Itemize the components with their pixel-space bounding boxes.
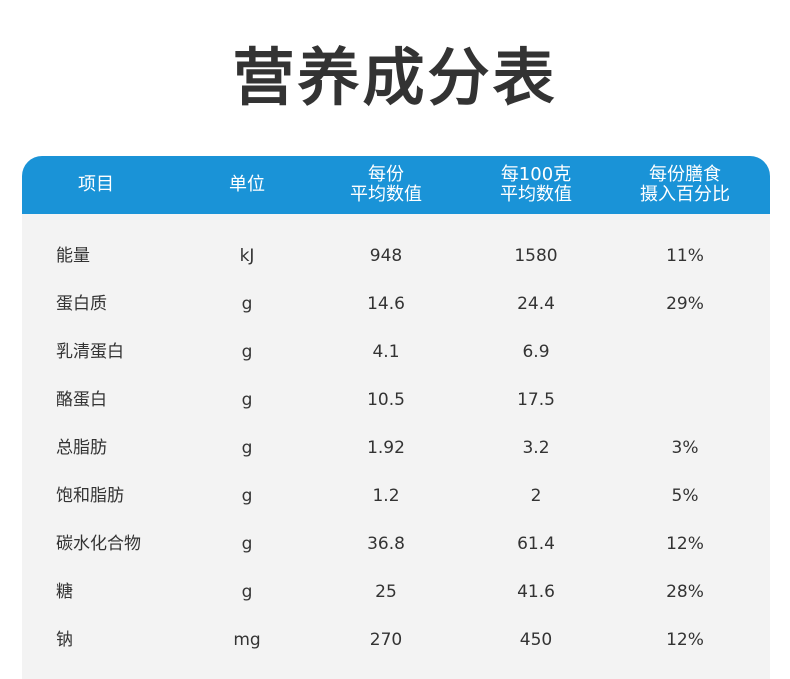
row-name: 能量 (56, 246, 90, 266)
row-unit: g (241, 534, 253, 554)
table-row: 酪蛋白 g 10.5 17.5 (22, 376, 770, 424)
row-per-100g: 6.9 (522, 342, 550, 362)
header-item: 项目 (22, 156, 170, 214)
row-per-100g: 450 (519, 630, 553, 650)
header-percent: 每份膳食 摄入百分比 (620, 156, 750, 214)
row-percent: 28% (666, 582, 704, 602)
header-per-100g-line1: 每100克 (500, 164, 572, 185)
row-per-serving: 10.5 (367, 390, 405, 410)
row-per-serving: 36.8 (367, 534, 405, 554)
row-percent: 29% (666, 294, 704, 314)
row-unit: g (241, 342, 253, 362)
header-per-100g: 每100克 平均数值 (476, 156, 596, 214)
row-unit: g (241, 486, 253, 506)
header-percent-line1: 每份膳食 (649, 164, 721, 185)
header-unit-label: 单位 (229, 174, 265, 195)
row-per-100g: 3.2 (522, 438, 550, 458)
row-per-100g: 1580 (514, 246, 558, 266)
row-percent: 3% (671, 438, 699, 458)
row-name: 乳清蛋白 (56, 342, 124, 362)
row-name: 酪蛋白 (56, 390, 107, 410)
row-percent: 5% (671, 486, 699, 506)
row-percent (635, 328, 735, 376)
table-row: 乳清蛋白 g 4.1 6.9 (22, 328, 770, 376)
row-name: 总脂肪 (56, 438, 107, 458)
table-row: 饱和脂肪 g 1.2 2 5% (22, 472, 770, 520)
header-item-label: 项目 (78, 174, 114, 195)
row-name: 钠 (56, 630, 73, 650)
table-row: 蛋白质 g 14.6 24.4 29% (22, 280, 770, 328)
header-percent-line2: 摄入百分比 (640, 184, 730, 205)
row-percent: 12% (666, 630, 704, 650)
row-per-100g: 61.4 (517, 534, 555, 554)
row-unit: g (241, 390, 253, 410)
table-row: 总脂肪 g 1.92 3.2 3% (22, 424, 770, 472)
row-name: 糖 (56, 582, 73, 602)
row-per-serving: 4.1 (372, 342, 400, 362)
row-per-100g: 2 (530, 486, 542, 506)
table-row: 碳水化合物 g 36.8 61.4 12% (22, 520, 770, 568)
row-per-serving: 25 (375, 582, 397, 602)
row-per-serving: 1.92 (367, 438, 405, 458)
row-name: 碳水化合物 (56, 534, 141, 554)
row-per-100g: 41.6 (517, 582, 555, 602)
row-per-100g: 24.4 (517, 294, 555, 314)
table-header: 项目 单位 每份 平均数值 每100克 平均数值 每份膳食 摄入百分比 (22, 156, 770, 214)
row-per-100g: 17.5 (517, 390, 555, 410)
row-name: 蛋白质 (56, 294, 107, 314)
header-unit: 单位 (197, 156, 297, 214)
row-unit: kJ (239, 246, 255, 266)
row-per-serving: 948 (369, 246, 403, 266)
header-per-serving-line1: 每份 (368, 164, 404, 185)
row-unit: g (241, 294, 253, 314)
table-row: 糖 g 25 41.6 28% (22, 568, 770, 616)
header-per-serving: 每份 平均数值 (326, 156, 446, 214)
row-per-serving: 14.6 (367, 294, 405, 314)
row-percent: 11% (666, 246, 704, 266)
row-unit: g (241, 582, 253, 602)
row-per-serving: 270 (369, 630, 403, 650)
nutrition-table: 项目 单位 每份 平均数值 每100克 平均数值 每份膳食 摄入百分比 能量 k… (22, 156, 770, 679)
header-per-serving-line2: 平均数值 (350, 184, 422, 205)
header-per-100g-line2: 平均数值 (500, 184, 572, 205)
row-per-serving: 1.2 (372, 486, 400, 506)
row-unit: mg (233, 630, 261, 650)
row-percent (635, 376, 735, 424)
row-percent: 12% (666, 534, 704, 554)
row-name: 饱和脂肪 (56, 486, 124, 506)
table-row: 能量 kJ 948 1580 11% (22, 232, 770, 280)
page-title: 营养成分表 (232, 41, 558, 114)
row-unit: g (241, 438, 253, 458)
table-row: 钠 mg 270 450 12% (22, 616, 770, 664)
